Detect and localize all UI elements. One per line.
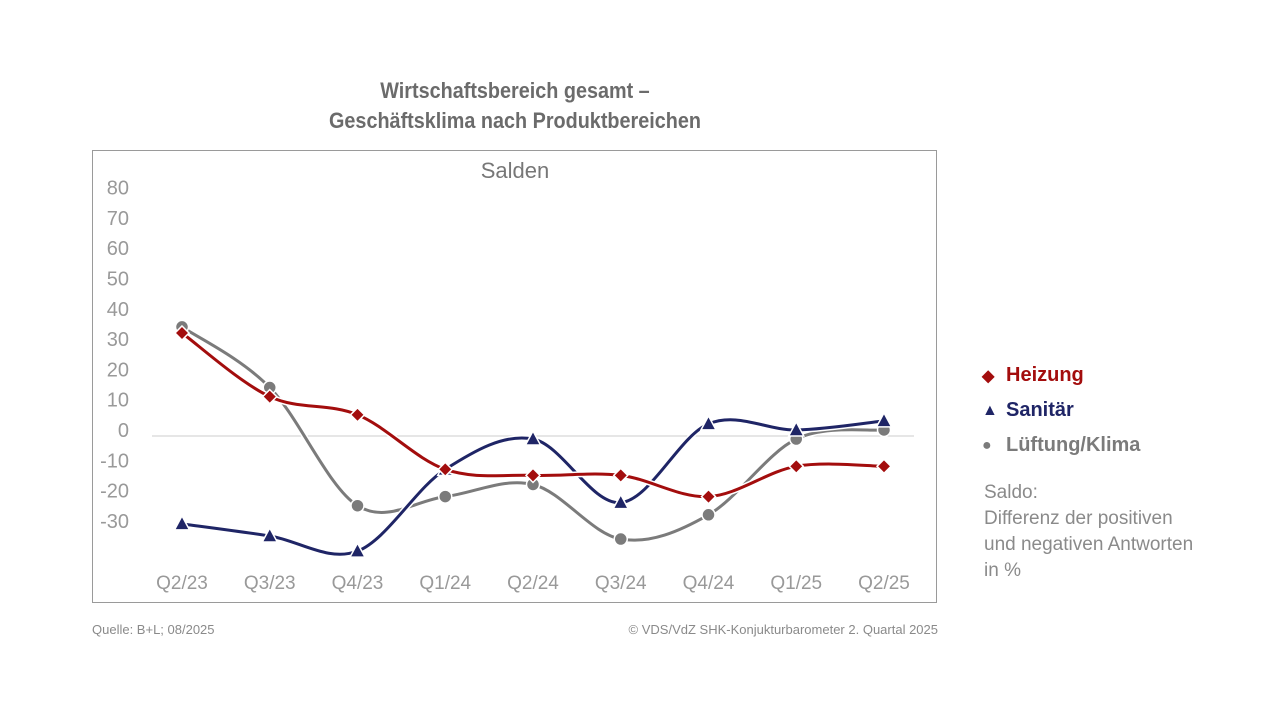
y-tick-label: -20 [100, 481, 129, 503]
plot-frame [92, 150, 937, 603]
chart-subtitle: Salden [481, 158, 550, 183]
data-point [613, 531, 628, 547]
circle-marker-icon: ● [982, 436, 992, 454]
legend-item: ▲ Sanitär [982, 393, 1140, 428]
data-point [350, 498, 365, 513]
data-point [349, 406, 366, 423]
data-point [875, 458, 893, 475]
x-tick-label: Q2/24 [507, 573, 559, 594]
legend-label: Lüftung/Klima [1006, 434, 1141, 456]
copyright-note: © VDS/VdZ SHK-Konjukturbarometer 2. Quar… [628, 622, 938, 637]
data-point [699, 414, 718, 431]
x-tick-label: Q4/23 [332, 573, 384, 594]
x-tick-label: Q2/25 [858, 573, 910, 594]
data-point [173, 514, 191, 531]
y-tick-label: 70 [107, 208, 129, 230]
y-tick-label: -10 [100, 450, 129, 472]
y-tick-label: -30 [100, 511, 129, 533]
legend-item: ● Lüftung/Klima [982, 428, 1140, 463]
data-point [438, 489, 453, 504]
data-point [524, 429, 542, 446]
y-tick-label: 80 [107, 178, 129, 200]
y-tick-label: 0 [118, 420, 129, 442]
legend-label: Heizung [1006, 364, 1084, 386]
diamond-marker-icon: ◆ [982, 367, 995, 385]
title-line-1: Wirtschaftsbereich gesamt – [380, 78, 650, 103]
data-point [788, 458, 805, 475]
data-point [701, 507, 716, 523]
series-lftungklima [174, 319, 892, 547]
y-tick-label: 30 [107, 329, 129, 351]
title-line-2: Geschäftsklima nach Produktbereichen [329, 108, 701, 133]
y-tick-label: 50 [107, 269, 129, 291]
legend-item: ◆ Heizung [982, 358, 1140, 393]
data-point [261, 388, 278, 405]
y-tick-label: 10 [107, 390, 129, 412]
data-point [260, 526, 279, 543]
x-tick-label: Q1/24 [419, 573, 471, 594]
data-point [173, 324, 191, 342]
data-point [787, 420, 806, 437]
legend: ◆ Heizung ▲ Sanitär ● Lüftung/Klima [982, 358, 1140, 463]
x-tick-label: Q3/24 [595, 573, 647, 594]
saldo-note: Saldo: Differenz der positiven und negat… [984, 482, 1194, 581]
source-note: Quelle: B+L; 08/2025 [92, 622, 215, 637]
data-point [437, 461, 454, 478]
triangle-marker-icon: ▲ [982, 401, 998, 419]
data-point [524, 467, 542, 484]
y-tick-label: 40 [107, 299, 129, 321]
x-tick-label: Q1/25 [770, 573, 822, 594]
x-tick-label: Q3/23 [244, 573, 296, 594]
x-tick-label: Q2/23 [156, 573, 208, 594]
data-point [611, 493, 630, 510]
x-tick-label: Q4/24 [683, 573, 735, 594]
data-point [612, 467, 629, 484]
chart-title: Wirtschaftsbereich gesamt – Geschäftskli… [134, 76, 895, 136]
y-tick-label: 20 [107, 359, 129, 381]
data-point [348, 541, 367, 558]
data-point [875, 411, 893, 428]
legend-label: Sanitär [1006, 399, 1074, 421]
series-heizung [173, 324, 893, 505]
y-tick-label: 60 [107, 238, 129, 260]
data-point [700, 488, 717, 505]
